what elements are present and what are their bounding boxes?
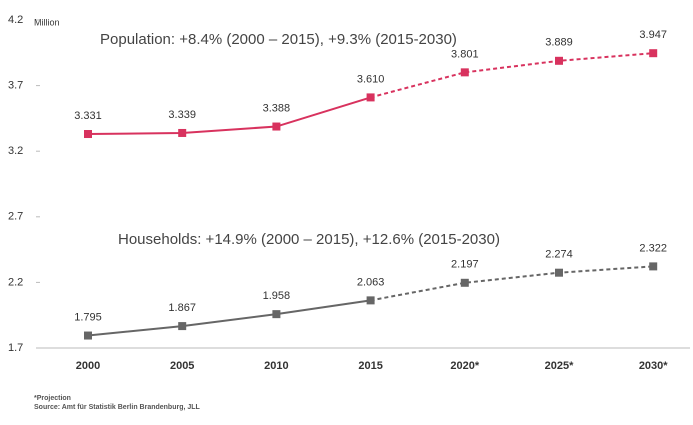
data-label: 2.274	[545, 249, 573, 261]
marker	[84, 130, 92, 139]
y-tick-label: 2.7	[8, 211, 23, 223]
y-unit-label: Million	[34, 17, 60, 27]
marker	[460, 68, 469, 77]
marker	[178, 322, 187, 331]
marker	[555, 56, 563, 65]
annotation: Households: +14.9% (2000 – 2015), +12.6%…	[118, 231, 500, 248]
data-label: 1.795	[74, 311, 102, 323]
line	[87, 96, 371, 136]
footnote: Source: Amt für Statistik Berlin Branden…	[34, 404, 201, 411]
data-label: 2.322	[639, 242, 667, 254]
x-tick-label: 2025*	[545, 360, 574, 372]
marker	[649, 262, 658, 271]
marker	[272, 122, 281, 131]
data-label: 3.801	[451, 48, 479, 60]
data-label: 3.331	[74, 110, 102, 122]
data-label: 1.958	[263, 290, 291, 302]
x-tick-label: 2030*	[639, 360, 668, 372]
data-label: 3.889	[545, 37, 573, 49]
line	[370, 265, 654, 302]
marker	[178, 128, 187, 137]
x-tick-label: 2015	[358, 360, 382, 372]
annotation: Population: +8.4% (2000 – 2015), +9.3% (…	[100, 31, 457, 48]
data-label: 3.947	[639, 29, 667, 41]
data-label: 3.610	[357, 73, 385, 85]
y-tick-label: 4.2	[8, 14, 23, 26]
y-tick-label: 1.7	[8, 342, 23, 354]
y-tick-label: 3.7	[8, 80, 23, 92]
x-tick-label: 2000	[76, 360, 100, 372]
data-label: 3.339	[168, 109, 196, 121]
footnote: *Projection	[34, 395, 71, 402]
data-label: 2.063	[357, 276, 385, 288]
marker	[649, 49, 658, 58]
x-tick-label: 2010	[264, 360, 288, 372]
data-label: 2.197	[451, 259, 479, 271]
marker	[366, 296, 375, 305]
marker	[84, 331, 92, 340]
y-tick-label: 3.2	[8, 145, 23, 157]
x-tick-label: 2005	[170, 360, 194, 372]
data-label: 3.388	[263, 102, 291, 114]
marker	[272, 310, 281, 319]
marker	[366, 93, 375, 102]
data-label: 1.867	[168, 302, 196, 314]
line	[370, 52, 654, 99]
x-tick-label: 2020*	[450, 360, 479, 372]
marker	[555, 268, 563, 277]
marker	[460, 278, 469, 287]
line	[87, 299, 371, 337]
y-tick-label: 2.2	[8, 276, 23, 288]
